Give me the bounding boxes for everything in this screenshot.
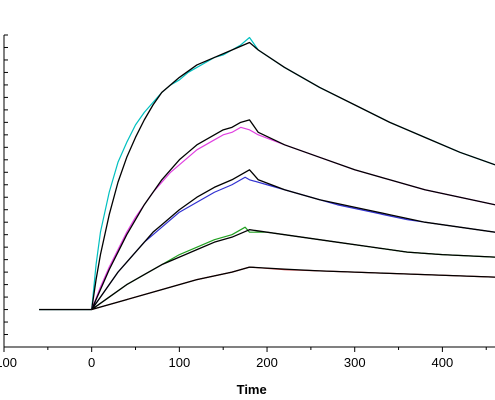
series-line-9-measured <box>91 266 495 311</box>
series-line-3-measured <box>91 126 495 310</box>
series-line-7-measured <box>91 226 495 311</box>
x-tick-label: 200 <box>256 355 278 370</box>
series-line-10-fit <box>91 266 495 311</box>
series-line-2-fit <box>39 41 495 311</box>
series-line-5-measured <box>91 176 495 310</box>
x-tick-label: 0 <box>88 355 95 370</box>
series-line-4-fit <box>91 119 495 310</box>
x-tick-label: 400 <box>432 355 454 370</box>
series-line-6-fit <box>91 169 495 310</box>
plot-area <box>39 36 495 311</box>
axes: -100 0 100 200 300 400 <box>0 34 495 370</box>
x-tick-label: 100 <box>169 355 191 370</box>
x-tick-label: -100 <box>0 355 17 370</box>
x-axis-title: Time <box>237 382 267 397</box>
series-line-8-fit <box>91 229 495 311</box>
x-tick-label: 300 <box>344 355 366 370</box>
